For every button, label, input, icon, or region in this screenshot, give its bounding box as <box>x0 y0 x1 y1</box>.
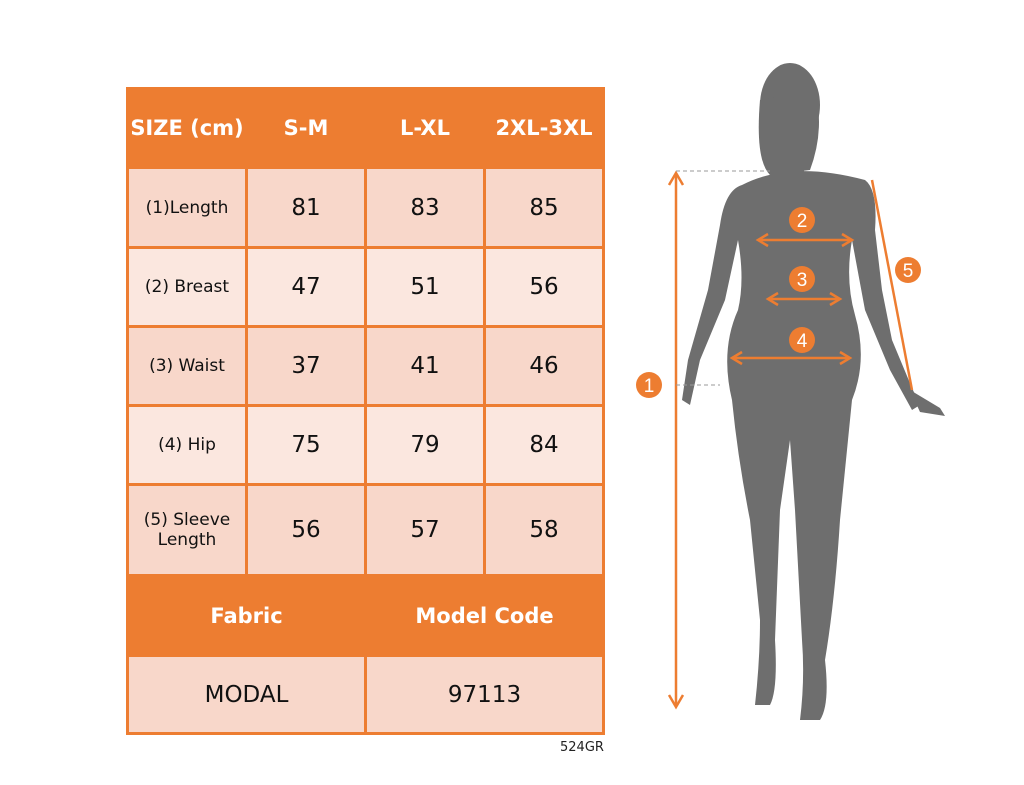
header-s-m: S-M <box>245 87 367 169</box>
model-code-header: Model Code <box>364 574 605 657</box>
footer-value-row: MODAL 97113 <box>126 654 605 735</box>
footer-header-row: Fabric Model Code <box>126 574 605 657</box>
cell: 37 <box>245 325 367 407</box>
cell: 46 <box>483 325 605 407</box>
row-label: (5) Sleeve Length <box>126 483 248 577</box>
marker-2: 2 <box>797 211 808 232</box>
table-row: (1)Length 81 83 85 <box>126 166 605 249</box>
cell: 75 <box>245 404 367 486</box>
fabric-header: Fabric <box>126 574 367 657</box>
row-label: (3) Waist <box>126 325 248 407</box>
cell: 41 <box>364 325 486 407</box>
fabric-value: MODAL <box>126 654 367 735</box>
header-l-xl: L-XL <box>364 87 486 169</box>
product-code: 524GR <box>560 740 604 755</box>
female-silhouette <box>682 63 945 721</box>
body-measurement-figure: 1 2 4 3 5 <box>636 63 945 721</box>
marker-4: 4 <box>797 331 808 352</box>
model-code-value: 97113 <box>364 654 605 735</box>
marker-5: 5 <box>903 261 914 282</box>
cell: 85 <box>483 166 605 249</box>
header-size: SIZE (cm) <box>126 87 248 169</box>
table-row: (3) Waist 37 41 46 <box>126 325 605 407</box>
marker-3: 3 <box>797 270 808 291</box>
row-label: (4) Hip <box>126 404 248 486</box>
cell: 58 <box>483 483 605 577</box>
cell: 57 <box>364 483 486 577</box>
table-row: (2) Breast 47 51 56 <box>126 246 605 328</box>
cell: 56 <box>245 483 367 577</box>
row-label: (1)Length <box>126 166 248 249</box>
marker-circles <box>636 207 921 398</box>
header-2xl-3xl: 2XL-3XL <box>483 87 605 169</box>
guide-lines <box>676 170 770 386</box>
header-row: SIZE (cm) S-M L-XL 2XL-3XL <box>126 87 605 169</box>
size-chart-table: SIZE (cm) S-M L-XL 2XL-3XL (1)Length 81 … <box>126 87 605 735</box>
cell: 81 <box>245 166 367 249</box>
cell: 56 <box>483 246 605 328</box>
cell: 51 <box>364 246 486 328</box>
table-row: (5) Sleeve Length 56 57 58 <box>126 483 605 577</box>
cell: 83 <box>364 166 486 249</box>
cell: 84 <box>483 404 605 486</box>
table-row: (4) Hip 75 79 84 <box>126 404 605 486</box>
cell: 47 <box>245 246 367 328</box>
cell: 79 <box>364 404 486 486</box>
measurement-arrows <box>667 170 914 710</box>
marker-1: 1 <box>644 376 655 397</box>
row-label: (2) Breast <box>126 246 248 328</box>
